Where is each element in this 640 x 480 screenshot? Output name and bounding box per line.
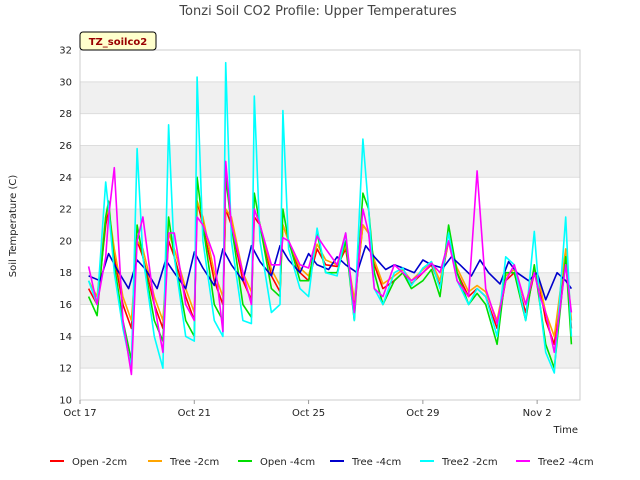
legend-label: Open -4cm	[260, 457, 315, 468]
x-axis-label: Time	[553, 425, 578, 436]
dataset-badge	[79, 31, 157, 51]
chart-title: Tonzi Soil CO2 Profile: Upper Temperatur…	[178, 4, 457, 19]
x-tick-label: Oct 29	[406, 408, 439, 419]
y-tick-label: 28	[59, 109, 72, 120]
legend-label: Tree -2cm	[169, 457, 219, 468]
legend-label: Tree2 -2cm	[441, 457, 498, 468]
legend-label: Open -2cm	[72, 457, 127, 468]
x-tick-label: Oct 17	[63, 408, 96, 419]
x-axis-ticks: Oct 17 Oct 21 Oct 25 Oct 29 Nov 2	[63, 400, 552, 419]
series-line	[87, 160, 573, 376]
y-tick-label: 14	[59, 332, 72, 343]
y-tick-label: 12	[59, 364, 72, 375]
series-line	[87, 61, 573, 374]
y-tick-label: 18	[59, 268, 72, 279]
y-tick-label: 22	[59, 205, 72, 216]
grid-band	[80, 209, 580, 241]
y-tick-label: 20	[59, 236, 72, 247]
y-tick-label: 26	[59, 141, 72, 152]
y-tick-label: 16	[59, 300, 72, 311]
dataset-badge-label: TZ_soilco2	[89, 37, 148, 48]
grid-band	[80, 81, 580, 114]
y-tick-label: 32	[59, 46, 72, 57]
grid-band	[80, 272, 580, 305]
series-lines	[87, 61, 573, 376]
series-line	[88, 244, 573, 301]
y-tick-label: 10	[59, 396, 72, 407]
legend-label: Tree -4cm	[351, 457, 401, 468]
legend-label: Tree2 -4cm	[537, 457, 594, 468]
x-tick-label: Nov 2	[523, 408, 552, 419]
x-tick-label: Oct 25	[292, 408, 325, 419]
y-axis-label: Soil Temperature (C)	[8, 175, 19, 278]
y-tick-label: 24	[59, 173, 72, 184]
series-line	[87, 200, 573, 338]
legend: Open -2cm Tree -2cm Open -4cm Tree -4cm Tree…	[50, 457, 594, 468]
y-axis-ticks: 10 12 14 16 18 20 22 24 26 28 30 32	[59, 46, 72, 407]
grid-band	[80, 145, 580, 178]
y-tick-label: 30	[59, 77, 72, 88]
plot-background	[79, 49, 581, 401]
plot-frame	[79, 49, 581, 401]
x-tick-label: Oct 21	[178, 408, 211, 419]
